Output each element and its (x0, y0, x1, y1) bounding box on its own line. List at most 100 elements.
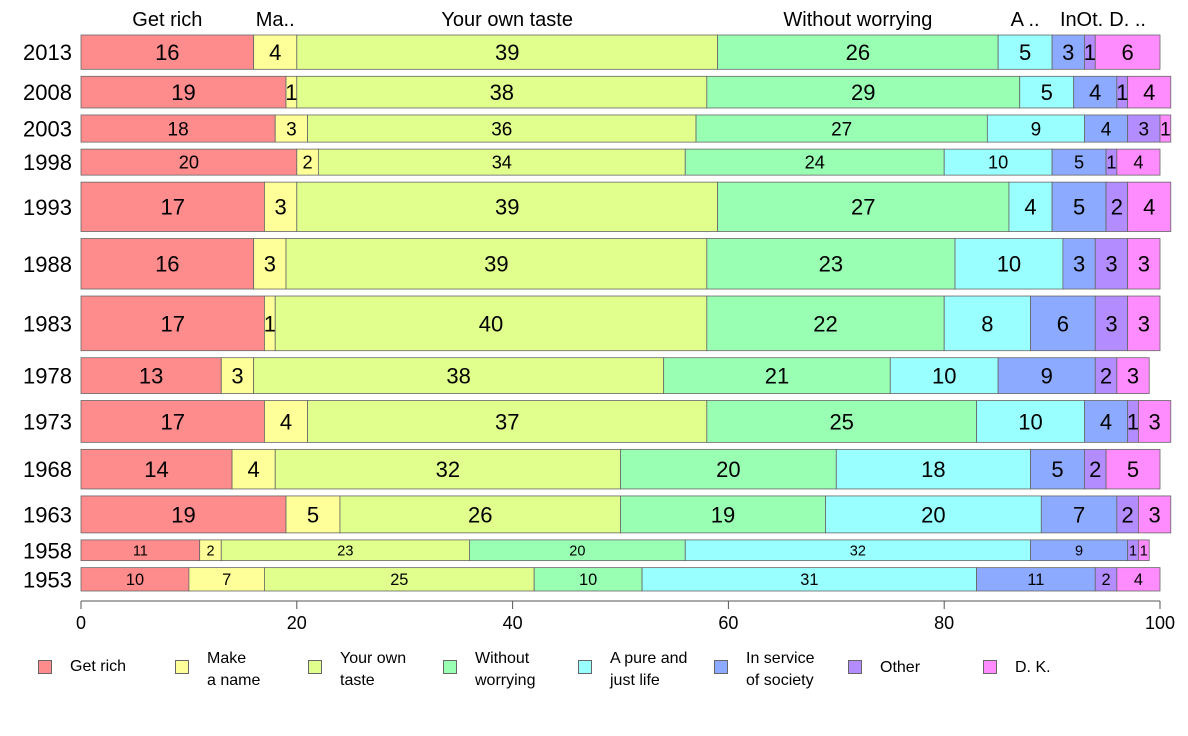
data-label: 32 (436, 457, 460, 482)
data-label: 23 (337, 543, 353, 559)
legend-label: Other (880, 659, 921, 676)
data-label: 3 (274, 195, 286, 220)
data-label: 3 (1138, 252, 1150, 277)
bar-segment (997, 34, 1053, 70)
bar-segment (835, 448, 1031, 490)
legend-swatch (443, 660, 457, 674)
bar-segment (1030, 295, 1096, 352)
top-segment-label: Without worrying (783, 9, 932, 31)
data-label: 11 (1027, 571, 1044, 589)
bar-segment (976, 400, 1085, 443)
legend-item-your-own-taste: Your own taste (308, 648, 406, 692)
bar-segment (1019, 75, 1075, 109)
data-label: 5 (1041, 80, 1053, 105)
x-tick-label: 80 (934, 613, 954, 633)
x-tick-label: 100 (1145, 613, 1175, 633)
x-tick-label: 40 (503, 613, 523, 633)
data-label: 3 (1148, 409, 1160, 434)
data-label: 6 (1057, 311, 1069, 336)
bar-segment (1073, 75, 1118, 109)
bar-segment (620, 495, 826, 534)
bar-segment (80, 495, 287, 534)
data-label: 25 (829, 409, 853, 434)
bar-segment (80, 295, 265, 352)
data-label: 36 (491, 119, 512, 140)
data-label: 37 (495, 409, 519, 434)
data-label: 25 (390, 571, 408, 589)
data-label: 3 (1148, 502, 1160, 527)
data-label: 8 (981, 311, 993, 336)
data-label: 4 (1089, 80, 1101, 105)
bar-segment (80, 357, 222, 394)
data-label: 14 (144, 457, 168, 482)
bar-segment (706, 400, 977, 443)
bar-segment (1094, 238, 1129, 290)
bar-segment (1138, 495, 1172, 534)
data-label: 40 (479, 311, 503, 336)
data-label: 5 (1074, 153, 1084, 173)
data-label: 5 (1051, 457, 1063, 482)
data-label: 32 (850, 543, 866, 559)
bar-segment (80, 34, 255, 70)
data-label: 34 (492, 153, 512, 173)
bar-segment (943, 295, 1031, 352)
top-segment-label: A .. (1011, 9, 1040, 31)
data-label: 1 (1084, 40, 1096, 65)
data-label: 3 (1138, 311, 1150, 336)
data-label: 17 (160, 409, 184, 434)
bar-segment (1030, 448, 1085, 490)
legend-item-other: Other (848, 648, 920, 679)
bar-segment (80, 148, 298, 176)
data-label: 39 (495, 40, 519, 65)
data-label: 11 (133, 543, 148, 559)
data-label: 5 (1127, 457, 1139, 482)
legend-item-make-a-name: Make a name (175, 648, 260, 692)
data-label: 10 (579, 571, 597, 589)
x-tick-label: 0 (76, 613, 86, 633)
legend-swatch (578, 660, 592, 674)
y-tick-label: 1953 (23, 567, 72, 592)
bar-segment (1008, 181, 1053, 232)
data-label: 1 (1106, 153, 1116, 173)
data-label: 38 (446, 364, 470, 389)
data-label: 19 (171, 502, 195, 527)
legend-label: A pure and just life (610, 650, 688, 689)
data-label: 9 (1031, 119, 1042, 140)
data-label: 5 (1073, 195, 1085, 220)
data-label: 16 (155, 40, 179, 65)
data-label: 2 (1122, 502, 1134, 527)
data-label: 3 (286, 119, 297, 140)
y-tick-label: 2013 (23, 40, 72, 65)
data-label: 13 (139, 364, 163, 389)
data-label: 10 (1018, 409, 1042, 434)
legend-swatch (175, 660, 189, 674)
data-label: 1 (1160, 119, 1171, 140)
bar-segment (1116, 567, 1161, 592)
legend-swatch (714, 660, 728, 674)
y-tick-label: 1978 (23, 364, 72, 389)
bar-segment (264, 181, 298, 232)
bar-segment (80, 238, 255, 290)
legend-label: Get rich (70, 658, 127, 675)
data-label: 2 (303, 153, 313, 173)
data-label: 10 (126, 571, 144, 589)
bar-segment (1084, 400, 1129, 443)
bar-segment (1159, 114, 1172, 143)
bar-segment (296, 181, 719, 232)
data-label: 4 (269, 40, 281, 65)
data-label: 1 (1116, 80, 1128, 105)
data-label: 1 (1129, 543, 1137, 559)
y-tick-label: 1958 (23, 538, 72, 563)
data-label: 2 (1111, 195, 1123, 220)
data-label: 4 (1143, 80, 1155, 105)
bar-segment (706, 295, 945, 352)
top-segment-label: Ot. (1077, 9, 1104, 31)
data-label: 1 (1127, 409, 1139, 434)
data-label: 26 (468, 502, 492, 527)
y-tick-label: 1998 (23, 150, 72, 175)
data-label: 18 (168, 119, 189, 140)
bar-segment (317, 148, 686, 176)
bar-segment (1138, 539, 1150, 562)
x-tick-label: 20 (287, 613, 307, 633)
